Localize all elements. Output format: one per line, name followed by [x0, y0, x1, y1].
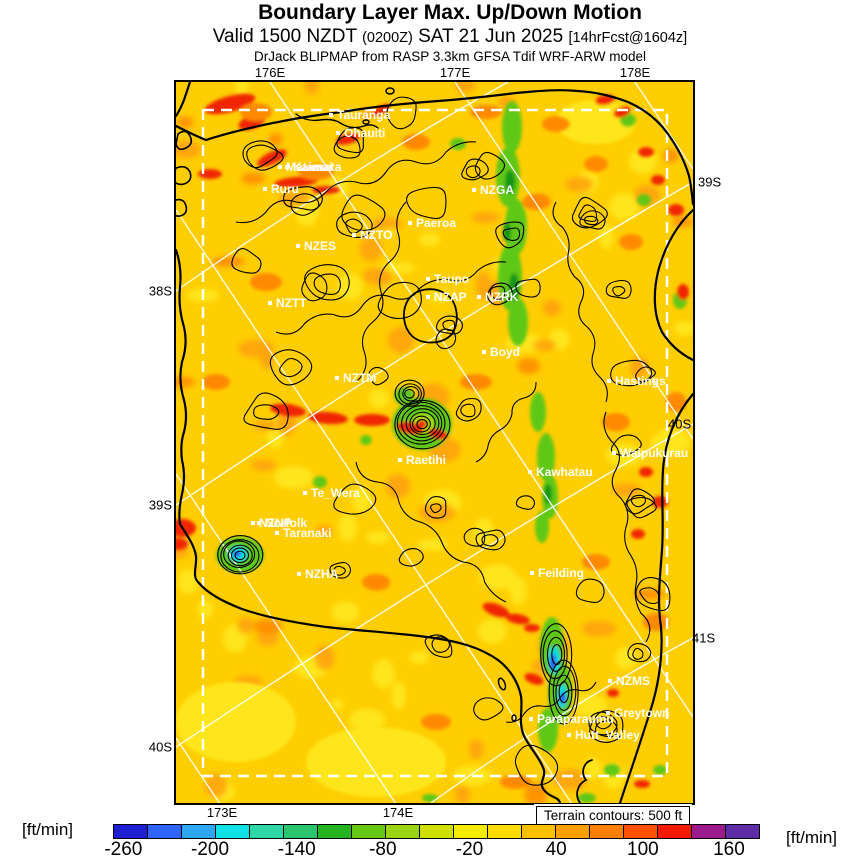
colorbar-cell: [283, 825, 317, 838]
island-mana: [511, 714, 517, 722]
island-mayor: [385, 87, 395, 95]
colorbar-cell: [419, 825, 453, 838]
coast-west-taranaki: [176, 248, 562, 803]
coast-tauranga-harbour: [295, 113, 379, 129]
valid-time-line: Valid 1500 NZDT (0200Z) SAT 21 Jun 2025 …: [25, 26, 850, 49]
coast-west-upper: [176, 82, 192, 118]
colorbar-cell: [453, 825, 487, 838]
coast-wairarapa-east: [618, 392, 693, 803]
valid-zulu: (0200Z): [362, 30, 413, 46]
colorbar-tick-label: 100: [627, 839, 659, 860]
colorbar-cell: [181, 825, 215, 838]
lon-label-top: 178E: [619, 65, 651, 80]
colorbar-cell: [521, 825, 555, 838]
colorbar-unit-right: [ft/min]: [786, 828, 838, 847]
colorbar-unit-left: [ft/min]: [22, 820, 74, 839]
model-line: DrJack BLIPMAP from RASP 3.3km GFSA Tdif…: [253, 49, 647, 64]
colorbar-cell: [249, 825, 283, 838]
page-title: Boundary Layer Max. Up/Down Motion: [258, 1, 642, 24]
colorbar-cell: [114, 825, 147, 838]
lat-label-right: 41S: [692, 630, 716, 646]
island-kapiti: [497, 677, 507, 691]
colorbar-tick-label: -20: [455, 839, 484, 860]
terrain-note-box: Terrain contours: 500 ft: [536, 806, 691, 825]
lon-label-top: 176E: [254, 65, 286, 80]
lat-label-left: 40S: [148, 739, 172, 755]
colorbar-cell: [657, 825, 691, 838]
valid-date: SAT 21 Jun 2025: [412, 26, 569, 47]
valid-prefix: Valid 1500 NZDT: [212, 26, 363, 47]
lat-label-right: 40S: [668, 416, 692, 432]
colorbar-cell: [487, 825, 521, 838]
graticule-lines: [176, 82, 693, 803]
coast-harbour-1: [176, 130, 193, 151]
lat-label-left: 39S: [148, 497, 172, 513]
colorbar-ticks: -260 -200 -140 -80 -20 40 100 160: [104, 839, 760, 860]
colorbar-cell: [147, 825, 181, 838]
colorbar-cell: [589, 825, 623, 838]
coast-wellington-harbour: [576, 759, 593, 803]
colorbar-cell: [623, 825, 657, 838]
header: Boundary Layer Max. Up/Down Motion Valid…: [25, 0, 850, 65]
colorbar-cell: [725, 825, 759, 838]
lon-label-top: 177E: [439, 65, 471, 80]
coast-harbour-2: [176, 165, 192, 186]
coast-harbour-3: [176, 198, 188, 217]
coast-bay-of-plenty: [176, 89, 693, 206]
valid-fcst: [14hrFcst@1604z]: [568, 30, 688, 46]
island-motiti: [362, 119, 370, 125]
colorbar-tick-label: -200: [191, 839, 230, 860]
map-artwork: [176, 82, 693, 803]
colorbar-cell: [691, 825, 725, 838]
terrain-note: Terrain contours: 500 ft: [544, 808, 683, 823]
lon-label-bottom: 173E: [206, 805, 238, 820]
terrain-contours: [217, 96, 671, 786]
lon-label-bottom: 174E: [382, 805, 414, 820]
colorbar-tick-label: -80: [369, 839, 397, 860]
colorbar-cell: [351, 825, 385, 838]
map-canvas: Tauranga Ohauiti Matamata Kaimai Ruru NZGA Pae…: [174, 80, 695, 805]
colorbar-tick-label: -260: [104, 839, 143, 860]
lake-taupo: [403, 288, 458, 344]
lat-label-right: 39S: [698, 174, 722, 190]
lat-label-left: 38S: [148, 283, 172, 299]
coast-hawke-bay: [653, 208, 693, 362]
colorbar-cell: [317, 825, 351, 838]
colorbar-tick-label: 40: [545, 839, 567, 860]
coastline: [176, 82, 693, 803]
colorbar-tick-label: -140: [277, 839, 316, 860]
colorbar-tick-label: 160: [713, 839, 745, 860]
colorbar: [113, 824, 760, 839]
colorbar-cell: [385, 825, 419, 838]
colorbar-cell: [555, 825, 589, 838]
colorbar-cell: [215, 825, 249, 838]
